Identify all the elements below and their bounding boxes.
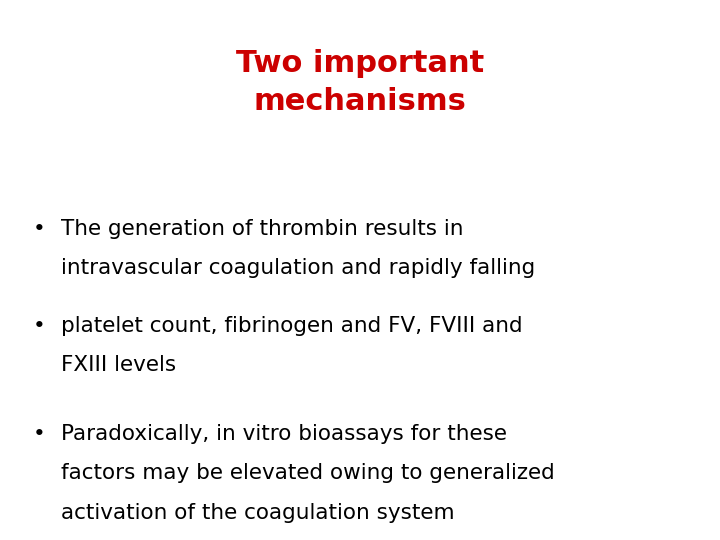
Text: •: • (33, 219, 46, 239)
Text: Paradoxically, in vitro bioassays for these: Paradoxically, in vitro bioassays for th… (61, 424, 507, 444)
Text: •: • (33, 424, 46, 444)
Text: FXIII levels: FXIII levels (61, 355, 176, 375)
Text: •: • (33, 316, 46, 336)
Text: The generation of thrombin results in: The generation of thrombin results in (61, 219, 464, 239)
Text: Two important
mechanisms: Two important mechanisms (236, 49, 484, 116)
Text: activation of the coagulation system: activation of the coagulation system (61, 503, 455, 523)
Text: platelet count, fibrinogen and FV, FVIII and: platelet count, fibrinogen and FV, FVIII… (61, 316, 523, 336)
Text: intravascular coagulation and rapidly falling: intravascular coagulation and rapidly fa… (61, 258, 536, 278)
Text: factors may be elevated owing to generalized: factors may be elevated owing to general… (61, 463, 555, 483)
